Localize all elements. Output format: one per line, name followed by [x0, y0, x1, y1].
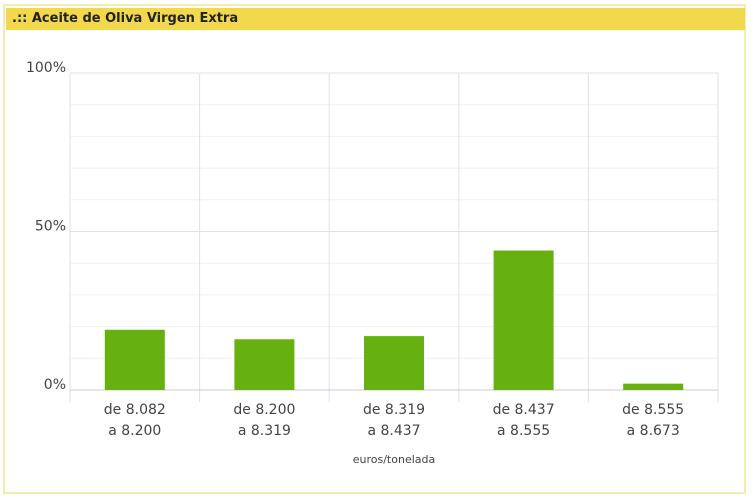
y-tick-label: 100% — [26, 60, 66, 76]
x-tick-label: a 8.437 — [367, 423, 420, 439]
bar — [623, 383, 684, 390]
widget-title: .:: Aceite de Oliva Virgen Extra — [6, 8, 745, 30]
x-tick-label: de 8.437 — [493, 402, 555, 418]
frame — [3, 4, 746, 494]
x-tick-label: a 8.319 — [238, 423, 291, 439]
x-tick-label: de 8.319 — [363, 402, 425, 418]
x-tick-label: a 8.555 — [497, 423, 550, 439]
bar — [364, 336, 424, 390]
bar — [234, 339, 295, 390]
x-tick-label: a 8.673 — [627, 423, 680, 439]
y-tick-label: 50% — [35, 219, 66, 235]
bar — [493, 250, 554, 390]
bar — [104, 329, 165, 390]
y-tick-label: 0% — [44, 377, 66, 393]
x-tick-label: de 8.200 — [233, 402, 295, 418]
x-tick-label: de 8.555 — [622, 402, 684, 418]
x-tick-label: de 8.082 — [104, 402, 166, 418]
x-tick-label: a 8.200 — [108, 423, 161, 439]
x-axis-label: euros/tonelada — [353, 453, 436, 466]
